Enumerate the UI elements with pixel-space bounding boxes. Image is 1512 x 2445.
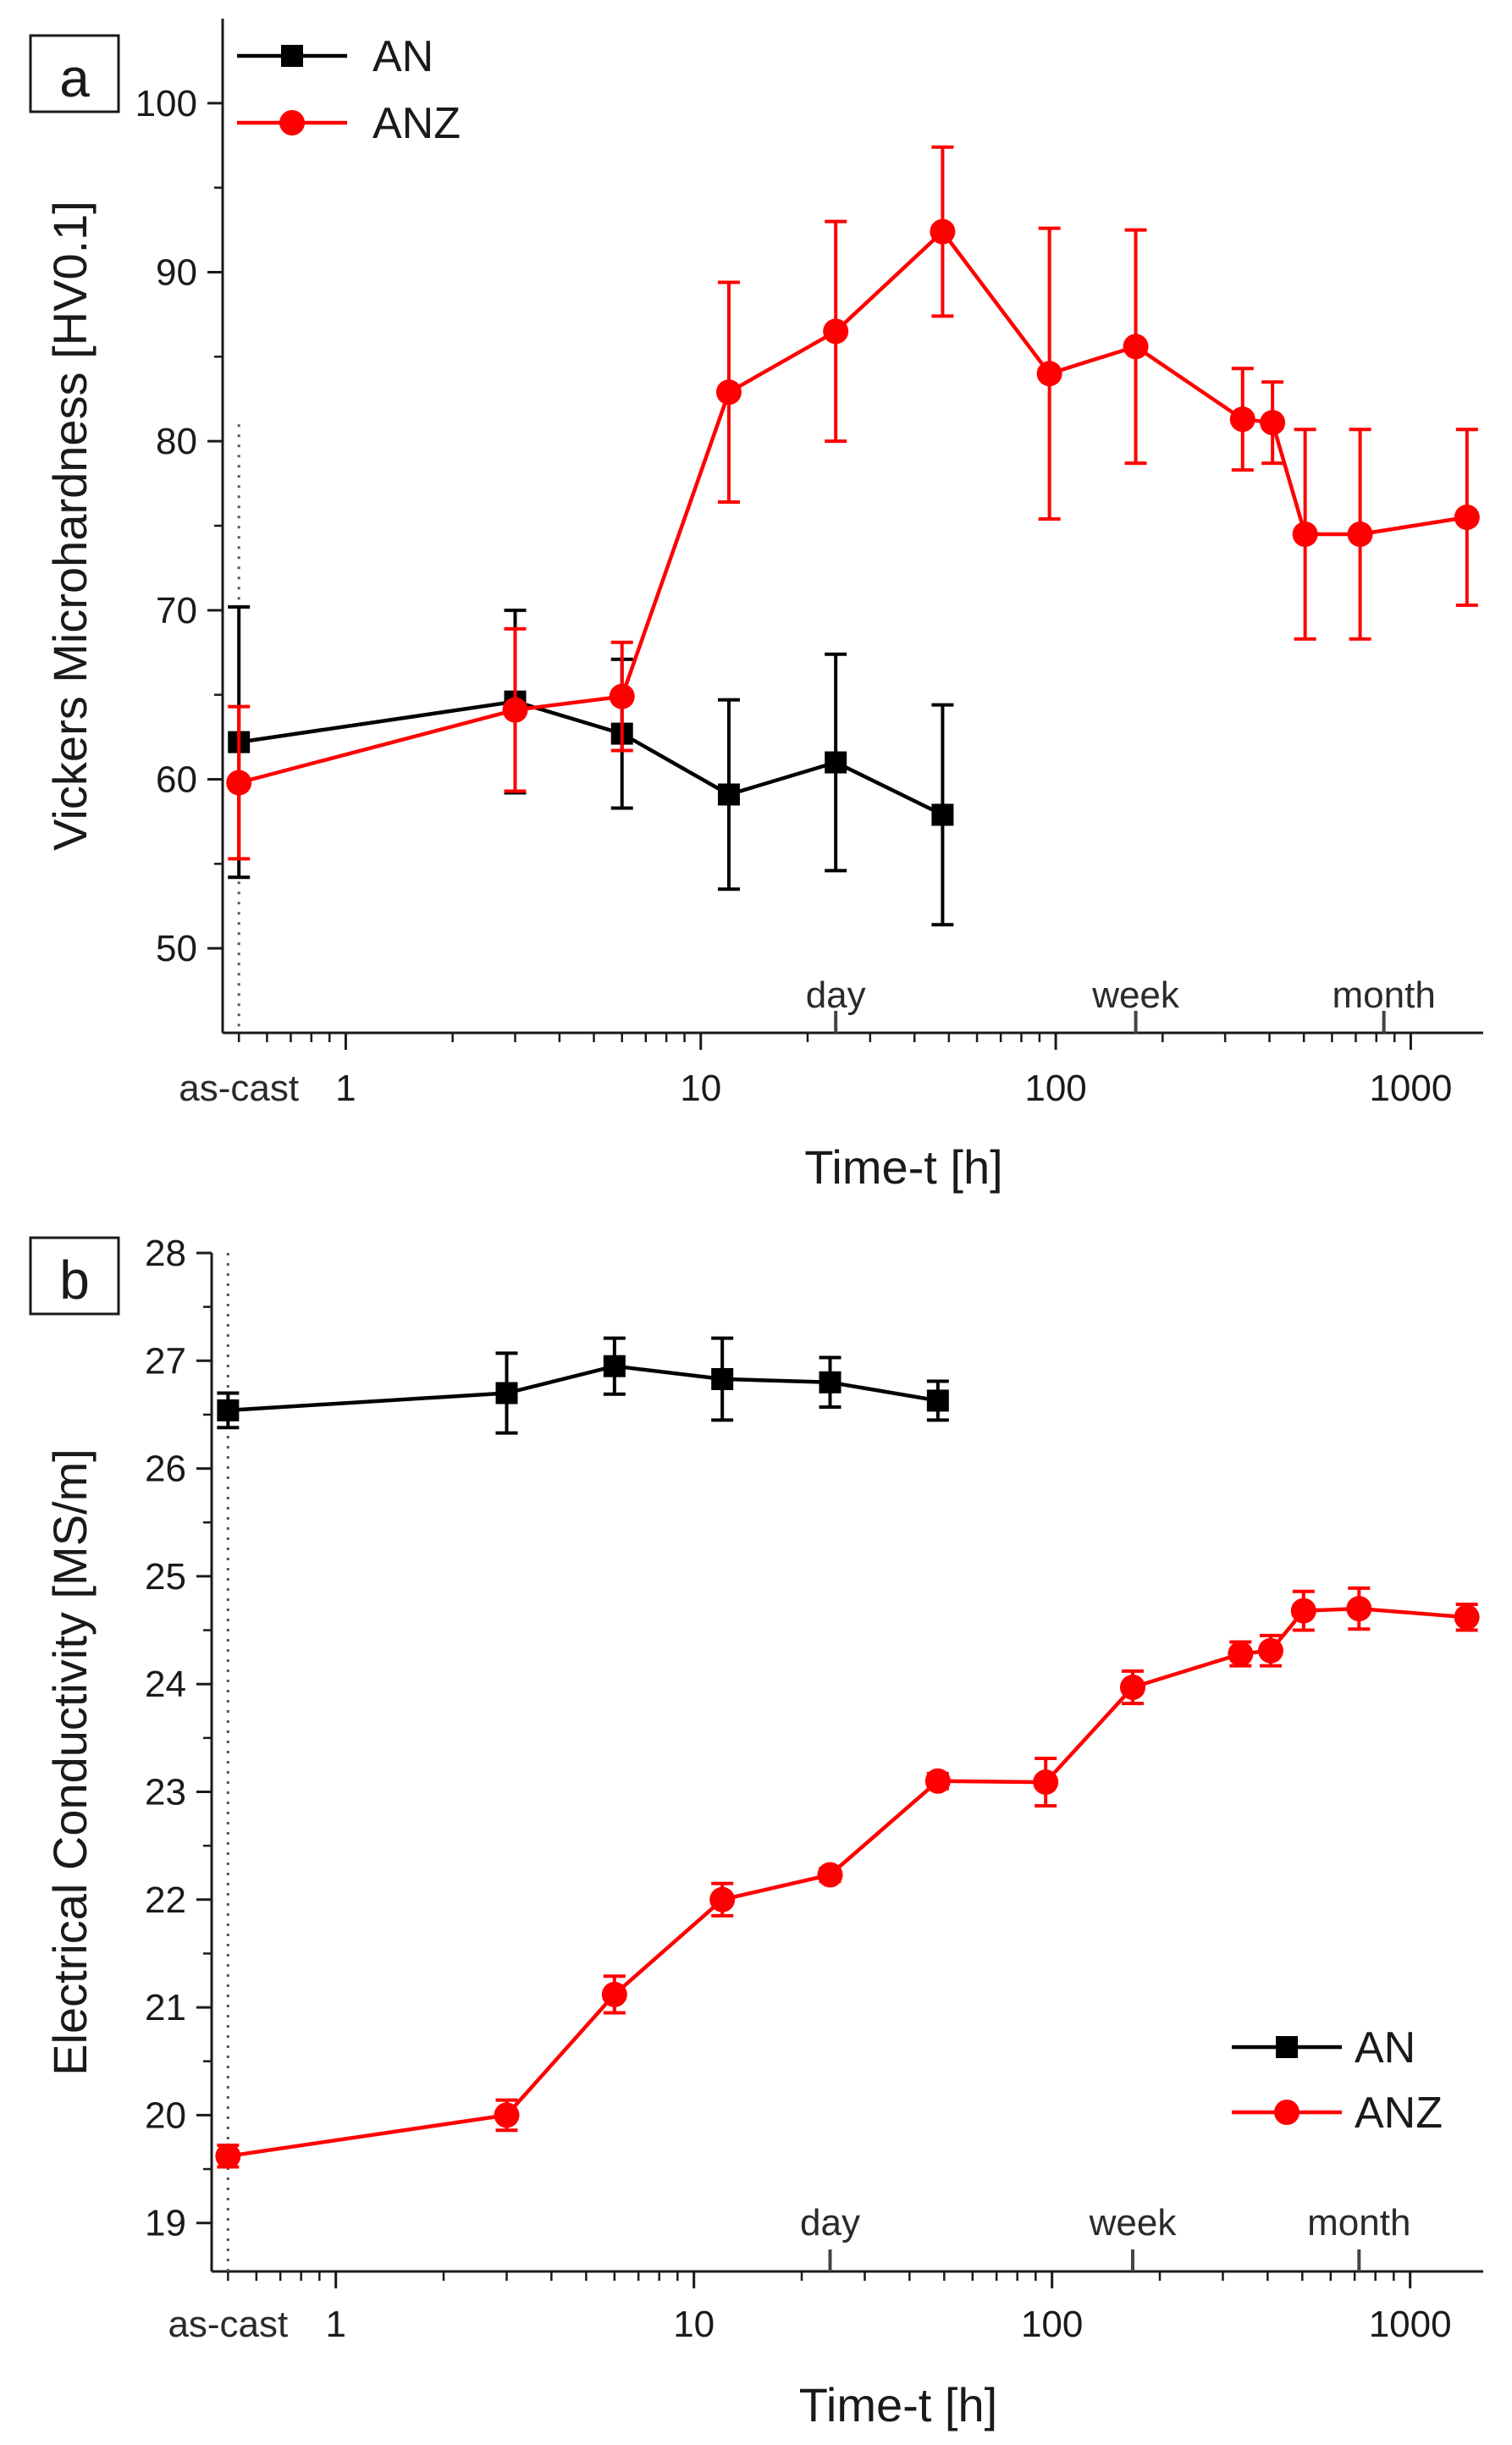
data-point [1454,505,1480,531]
panel-letter-box [29,34,120,113]
annotation-label-month: month [1333,974,1436,1016]
y-tick-label: 28 [145,1233,186,1274]
legend-label-AN: AN [1355,2023,1415,2072]
data-point [1346,1596,1372,1622]
data-point [603,1355,626,1377]
legend-marker-ANZ [1274,2100,1300,2125]
legend: AN ANZ [1232,2023,1443,2138]
annotation-label-week: week [1091,974,1180,1016]
y-tick-label: 27 [145,1340,186,1382]
as-cast-label: as-cast [168,2304,288,2345]
series-line [238,699,944,817]
y-axis-title: Electrical Conductivity [MS/m] [43,1449,97,2076]
series-ANZ [215,1586,1480,2169]
x-tick-label: 10 [673,2304,715,2345]
data-point [1119,1675,1145,1701]
data-point [1033,1769,1059,1796]
series-line [228,1364,939,1413]
x-tick-label: 1 [325,2304,345,2345]
data-point [819,1371,842,1394]
data-point [502,697,528,723]
data-point [711,1367,734,1390]
legend-marker-AN [1276,2036,1298,2058]
data-point [823,318,849,345]
data-point [1292,521,1318,547]
annotation-label-day: day [806,974,866,1016]
x-tick-label: 1 [335,1068,356,1109]
x-tick-label: 1000 [1369,2304,1452,2345]
series-line [238,229,1468,785]
data-point [601,1981,627,2007]
annotation-label-week: week [1089,2202,1178,2244]
data-point [1123,334,1149,360]
data-point [609,683,635,709]
annotation-label-month: month [1307,2202,1410,2244]
chart-panel-b: 19 20 21 22 23 24 25 26 27 28 1 10 100 1000 as-cast day… [29,1233,1483,2431]
x-tick-label: 100 [1021,2304,1083,2345]
data-point [495,1382,518,1405]
data-point [1454,1604,1480,1631]
series-AN [228,604,954,927]
series-ANZ [226,145,1480,861]
y-tick-label: 50 [156,928,197,969]
data-point [717,783,740,806]
data-point [226,770,252,796]
data-point [924,1768,951,1794]
data-point [215,2143,241,2169]
legend-marker-ANZ [279,110,305,135]
legend-marker-AN [281,45,303,67]
data-point [931,803,954,826]
data-point [1260,410,1286,436]
x-axis-title: Time-t [h] [799,2378,997,2431]
y-tick-label: 19 [145,2203,186,2244]
data-point [1036,361,1062,387]
y-tick-label: 26 [145,1449,186,1490]
panel-letter: b [59,1250,90,1311]
series-AN [217,1336,949,1435]
data-point [709,1886,736,1912]
panel-letter: a [59,47,90,108]
data-point [1290,1598,1316,1624]
y-tick-label: 23 [145,1772,186,1813]
y-tick-label: 25 [145,1556,186,1598]
y-tick-label: 80 [156,421,197,462]
data-point [926,1389,949,1412]
legend: AN ANZ [237,32,461,148]
data-point [1257,1637,1283,1664]
data-point [715,379,742,406]
data-point [817,1862,843,1888]
legend-label-AN: AN [372,32,433,81]
x-tick-label: 1000 [1369,1068,1452,1109]
y-tick-label: 100 [135,83,197,124]
y-tick-label: 60 [156,759,197,801]
x-axis-title: Time-t [h] [804,1140,1002,1194]
y-tick-label: 70 [156,590,197,632]
x-tick-label: 100 [1024,1068,1086,1109]
panel-letter-box [29,1236,120,1316]
data-point [217,1399,240,1421]
data-point [494,2102,520,2128]
data-point [1229,406,1255,433]
y-tick-label: 24 [145,1664,186,1705]
data-point [1347,521,1373,547]
x-tick-label: 10 [680,1068,721,1109]
y-tick-label: 21 [145,1987,186,2028]
y-tick-label: 20 [145,2095,186,2136]
y-tick-label: 90 [156,252,197,294]
as-cast-label: as-cast [179,1068,299,1109]
series-line [228,1606,1467,2159]
data-point [825,751,847,774]
y-tick-label: 22 [145,1879,186,1921]
data-point [930,218,956,245]
legend-label-ANZ: ANZ [1355,2089,1443,2138]
legend-label-ANZ: ANZ [372,99,461,148]
y-axis-title: Vickers Microhardness [HV0.1] [43,201,97,851]
data-point [1228,1641,1254,1667]
annotation-label-day: day [800,2202,860,2244]
